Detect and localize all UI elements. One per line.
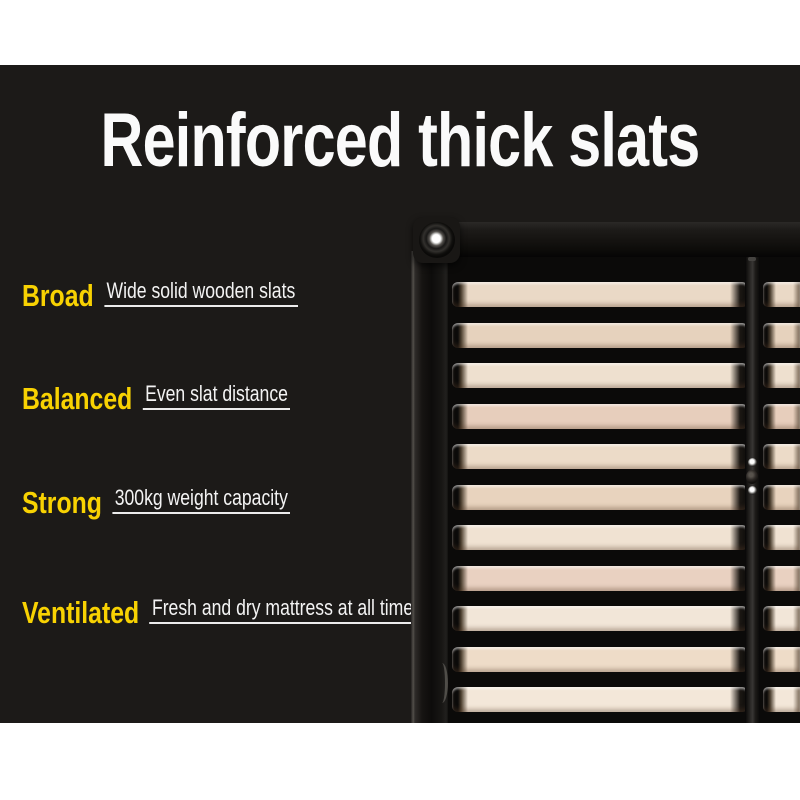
wood-slat	[452, 687, 748, 712]
bed-frame-side-rail	[411, 251, 448, 723]
wood-slat	[452, 323, 748, 348]
wood-slat	[763, 282, 800, 307]
wood-slat	[763, 566, 800, 591]
wood-slat	[763, 647, 800, 672]
feature-row-broad: Broad Wide solid wooden slats	[22, 278, 298, 314]
wood-slat	[763, 606, 800, 631]
wood-slat	[452, 282, 748, 307]
bed-frame-top-rail	[429, 222, 800, 257]
wood-slat	[452, 485, 748, 510]
feature-label: Broad	[22, 278, 94, 313]
center-rail-screw	[748, 458, 757, 467]
feature-row-balanced: Balanced Even slat distance	[22, 381, 291, 417]
bed-frame-center-rail	[745, 255, 760, 723]
wood-slat	[763, 363, 800, 388]
feature-description: Wide solid wooden slats	[104, 278, 298, 307]
wood-slat	[452, 363, 748, 388]
wood-slat	[452, 647, 748, 672]
side-rail-reflection	[436, 663, 448, 703]
wood-slat	[763, 687, 800, 712]
feature-label: Balanced	[22, 381, 133, 416]
wood-slat	[452, 404, 748, 429]
feature-row-strong: Strong 300kg weight capacity	[22, 485, 291, 521]
center-rail-screw	[748, 486, 757, 495]
wood-slat	[452, 444, 748, 469]
wood-slat	[763, 404, 800, 429]
bed-frame-photo	[0, 65, 800, 723]
center-rail-knob	[746, 470, 758, 484]
feature-description: Fresh and dry mattress at all times	[149, 595, 425, 624]
feature-row-ventilated: Ventilated Fresh and dry mattress at all…	[22, 595, 425, 631]
feature-label: Ventilated	[22, 595, 140, 630]
wood-slat	[452, 525, 748, 550]
wood-slat	[452, 606, 748, 631]
corner-bolt	[419, 222, 455, 258]
product-banner: Reinforced thick slats Broad Wide solid …	[0, 65, 800, 723]
wood-slat	[452, 566, 748, 591]
feature-description: 300kg weight capacity	[112, 485, 291, 514]
feature-label: Strong	[22, 485, 102, 520]
wood-slat	[763, 323, 800, 348]
headline: Reinforced thick slats	[100, 98, 701, 183]
wood-slat	[763, 485, 800, 510]
wood-slat	[763, 525, 800, 550]
wood-slat	[763, 444, 800, 469]
feature-description: Even slat distance	[142, 381, 291, 410]
